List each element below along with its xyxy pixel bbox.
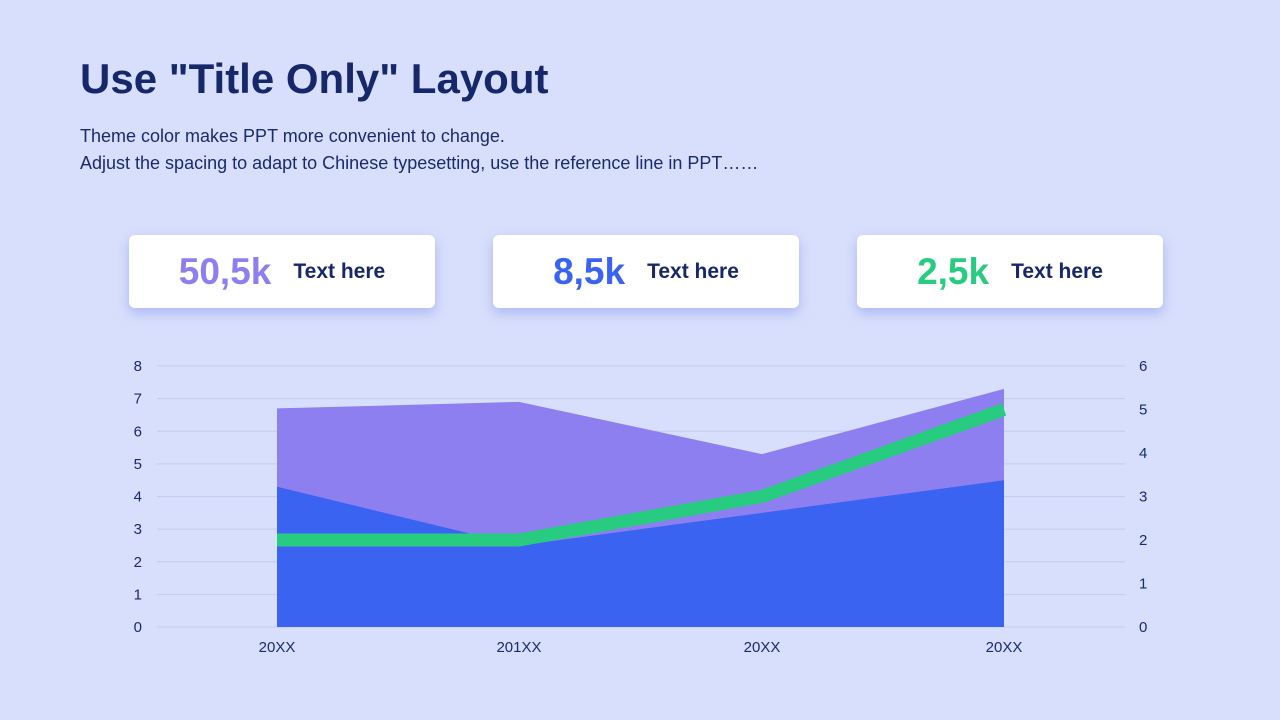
x-tick-label: 20XX <box>259 639 296 656</box>
subtitle-line-2: Adjust the spacing to adapt to Chinese t… <box>80 153 759 173</box>
y-left-tick-label: 5 <box>134 456 142 473</box>
stat-value-3: 2,5k <box>917 250 990 292</box>
y-left-tick-label: 1 <box>134 586 142 603</box>
y-right-tick-label: 1 <box>1139 576 1147 593</box>
y-right-tick-label: 4 <box>1139 445 1147 462</box>
stat-card-2: 8,5k Text here <box>493 235 799 308</box>
stat-label-3: Text here <box>1011 259 1103 283</box>
page-title: Use "Title Only" Layout <box>80 55 549 102</box>
stat-value-1: 50,5k <box>178 250 272 292</box>
x-tick-label: 201XX <box>496 639 541 656</box>
stat-label-2: Text here <box>647 259 739 283</box>
stat-card-1: 50,5k Text here <box>129 235 435 308</box>
y-left-tick-label: 7 <box>134 391 142 408</box>
y-left-tick-label: 6 <box>134 423 142 440</box>
y-left-tick-label: 0 <box>134 619 142 636</box>
stat-label-1: Text here <box>293 259 386 283</box>
x-tick-label: 20XX <box>744 639 781 656</box>
y-left-tick-label: 8 <box>134 358 142 375</box>
y-left-tick-label: 2 <box>134 554 142 571</box>
y-right-tick-label: 3 <box>1139 489 1147 506</box>
y-right-tick-label: 5 <box>1139 402 1147 419</box>
line-series <box>277 403 1007 547</box>
y-left-tick-label: 3 <box>134 521 142 538</box>
subtitle: Theme color makes PPT more convenient to… <box>80 123 758 177</box>
area-series-lower <box>277 480 1004 627</box>
x-tick-label: 20XX <box>986 639 1023 656</box>
y-right-tick-label: 2 <box>1139 532 1147 549</box>
y-right-tick-label: 0 <box>1139 619 1147 636</box>
subtitle-line-1: Theme color makes PPT more convenient to… <box>80 126 505 146</box>
stat-card-3: 2,5k Text here <box>857 235 1163 308</box>
y-right-tick-label: 6 <box>1139 358 1147 375</box>
y-left-tick-label: 4 <box>134 489 142 506</box>
stat-value-2: 8,5k <box>553 250 626 292</box>
